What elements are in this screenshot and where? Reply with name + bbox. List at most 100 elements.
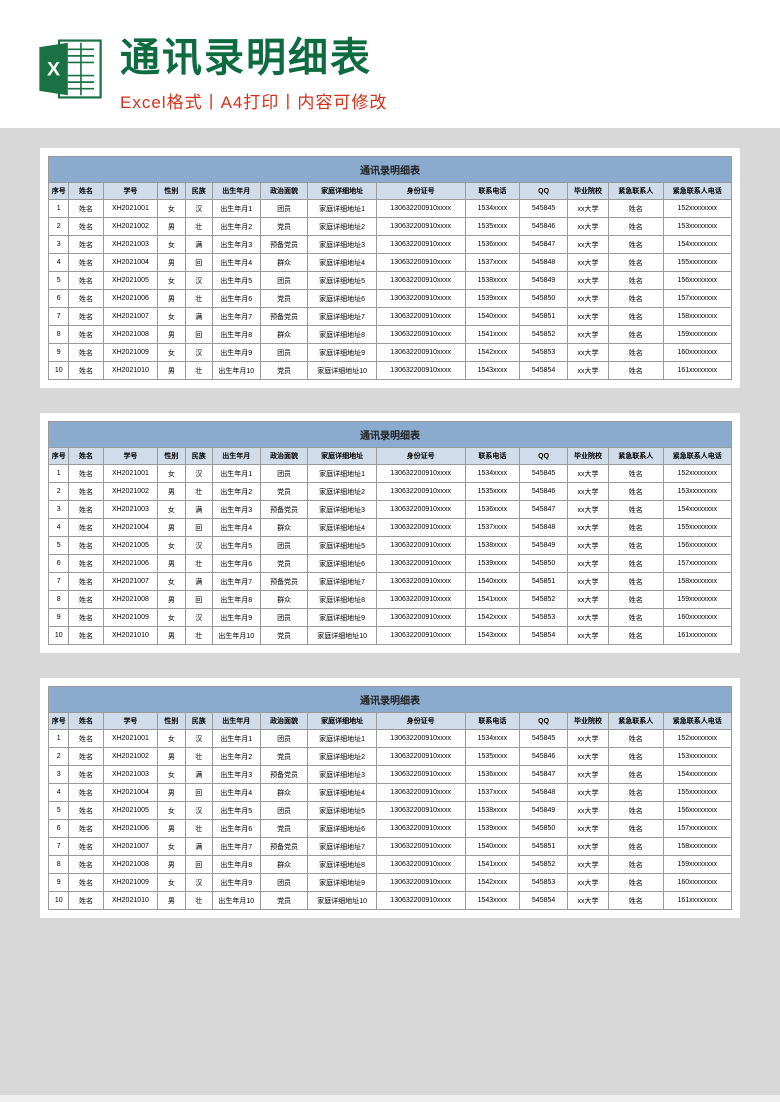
table-cell: 家庭详细地址2 <box>308 483 376 501</box>
table-cell: 姓名 <box>608 344 663 362</box>
table-cell: 满 <box>185 236 212 254</box>
table-cell: 女 <box>158 272 185 290</box>
table-cell: 1534xxxx <box>465 730 520 748</box>
table-cell: 家庭详细地址7 <box>308 308 376 326</box>
table-cell: 团员 <box>260 465 308 483</box>
table-cell: 545845 <box>520 200 568 218</box>
table-cell: 出生年月6 <box>212 820 260 838</box>
table-cell: 姓名 <box>608 218 663 236</box>
col-header: 联系电话 <box>465 713 520 730</box>
table-cell: 群众 <box>260 254 308 272</box>
table-cell: 545847 <box>520 236 568 254</box>
table-cell: 545851 <box>520 308 568 326</box>
col-header: 姓名 <box>69 183 103 200</box>
table-cell: 130632200910xxxx <box>376 519 465 537</box>
content-area: 通讯录明细表序号姓名学号性别民族出生年月政治面貌家庭详细地址身份证号联系电话QQ… <box>0 128 780 1095</box>
table-cell: 党员 <box>260 555 308 573</box>
table-cell: 姓名 <box>69 537 103 555</box>
table-cell: 女 <box>158 344 185 362</box>
table-cell: xx大学 <box>567 236 608 254</box>
table-cell: 130632200910xxxx <box>376 609 465 627</box>
table-cell: XH2021002 <box>103 483 158 501</box>
col-header: 序号 <box>49 713 69 730</box>
table-cell: XH2021005 <box>103 802 158 820</box>
table-cell: 7 <box>49 573 69 591</box>
table-cell: 姓名 <box>69 820 103 838</box>
table-cell: 545852 <box>520 591 568 609</box>
table-cell: 满 <box>185 838 212 856</box>
table-cell: 回 <box>185 254 212 272</box>
table-cell: 女 <box>158 573 185 591</box>
table-cell: 545846 <box>520 483 568 501</box>
table-cell: 130632200910xxxx <box>376 537 465 555</box>
table-cell: 9 <box>49 344 69 362</box>
table-cell: 姓名 <box>69 483 103 501</box>
table-cell: xx大学 <box>567 465 608 483</box>
table-cell: 女 <box>158 200 185 218</box>
table-cell: XH2021004 <box>103 254 158 272</box>
table-cell: 130632200910xxxx <box>376 820 465 838</box>
table-cell: 545846 <box>520 748 568 766</box>
table-cell: XH2021001 <box>103 465 158 483</box>
table-cell: 姓名 <box>608 730 663 748</box>
table-cell: XH2021004 <box>103 519 158 537</box>
table-row: 7姓名XH2021007女满出生年月7预备党员家庭详细地址71306322009… <box>49 308 732 326</box>
table-cell: 党员 <box>260 820 308 838</box>
table-cell: 党员 <box>260 627 308 645</box>
table-cell: 家庭详细地址3 <box>308 501 376 519</box>
table-cell: 130632200910xxxx <box>376 573 465 591</box>
table-cell: xx大学 <box>567 537 608 555</box>
table-row: 7姓名XH2021007女满出生年月7预备党员家庭详细地址71306322009… <box>49 573 732 591</box>
table-cell: 男 <box>158 483 185 501</box>
table-cell: 1537xxxx <box>465 254 520 272</box>
table-cell: 汉 <box>185 200 212 218</box>
table-row: 5姓名XH2021005女汉出生年月5团员家庭详细地址5130632200910… <box>49 537 732 555</box>
table-cell: 1540xxxx <box>465 838 520 856</box>
table-cell: 姓名 <box>608 555 663 573</box>
table-cell: 10 <box>49 362 69 380</box>
table-cell: 姓名 <box>69 254 103 272</box>
table-cell: 壮 <box>185 748 212 766</box>
table-cell: xx大学 <box>567 344 608 362</box>
table-cell: 161xxxxxxxx <box>663 362 731 380</box>
sheet-3: 通讯录明细表序号姓名学号性别民族出生年月政治面貌家庭详细地址身份证号联系电话QQ… <box>40 678 740 918</box>
table-cell: 团员 <box>260 200 308 218</box>
table-cell: 154xxxxxxxx <box>663 501 731 519</box>
table-cell: xx大学 <box>567 784 608 802</box>
table-cell: 家庭详细地址10 <box>308 627 376 645</box>
col-header: 家庭详细地址 <box>308 448 376 465</box>
table-cell: 姓名 <box>69 326 103 344</box>
table-cell: XH2021006 <box>103 820 158 838</box>
table-cell: 4 <box>49 254 69 272</box>
table-cell: 130632200910xxxx <box>376 308 465 326</box>
table-cell: 出生年月7 <box>212 838 260 856</box>
table-cell: 1 <box>49 465 69 483</box>
table-row: 2姓名XH2021002男壮出生年月2党员家庭详细地址2130632200910… <box>49 483 732 501</box>
table-cell: 545851 <box>520 573 568 591</box>
table-cell: 姓名 <box>69 218 103 236</box>
table-cell: 预备党员 <box>260 573 308 591</box>
table-cell: xx大学 <box>567 218 608 236</box>
table-cell: 姓名 <box>69 501 103 519</box>
table-cell: 158xxxxxxxx <box>663 308 731 326</box>
table-cell: XH2021008 <box>103 591 158 609</box>
table-cell: 545852 <box>520 326 568 344</box>
table-cell: 出生年月8 <box>212 326 260 344</box>
table-cell: 156xxxxxxxx <box>663 802 731 820</box>
col-header: 紧急联系人电话 <box>663 448 731 465</box>
table-cell: 10 <box>49 892 69 910</box>
table-cell: 姓名 <box>69 874 103 892</box>
table-cell: 姓名 <box>69 802 103 820</box>
table-cell: 出生年月10 <box>212 362 260 380</box>
table-cell: 女 <box>158 838 185 856</box>
table-row: 10姓名XH2021010男壮出生年月10党员家庭详细地址10130632200… <box>49 892 732 910</box>
table-cell: 预备党员 <box>260 501 308 519</box>
table-cell: 家庭详细地址5 <box>308 272 376 290</box>
col-header: 民族 <box>185 448 212 465</box>
table-cell: 满 <box>185 573 212 591</box>
table-cell: 壮 <box>185 290 212 308</box>
table-cell: 9 <box>49 609 69 627</box>
table-cell: 130632200910xxxx <box>376 838 465 856</box>
table-cell: 男 <box>158 748 185 766</box>
table-cell: xx大学 <box>567 362 608 380</box>
